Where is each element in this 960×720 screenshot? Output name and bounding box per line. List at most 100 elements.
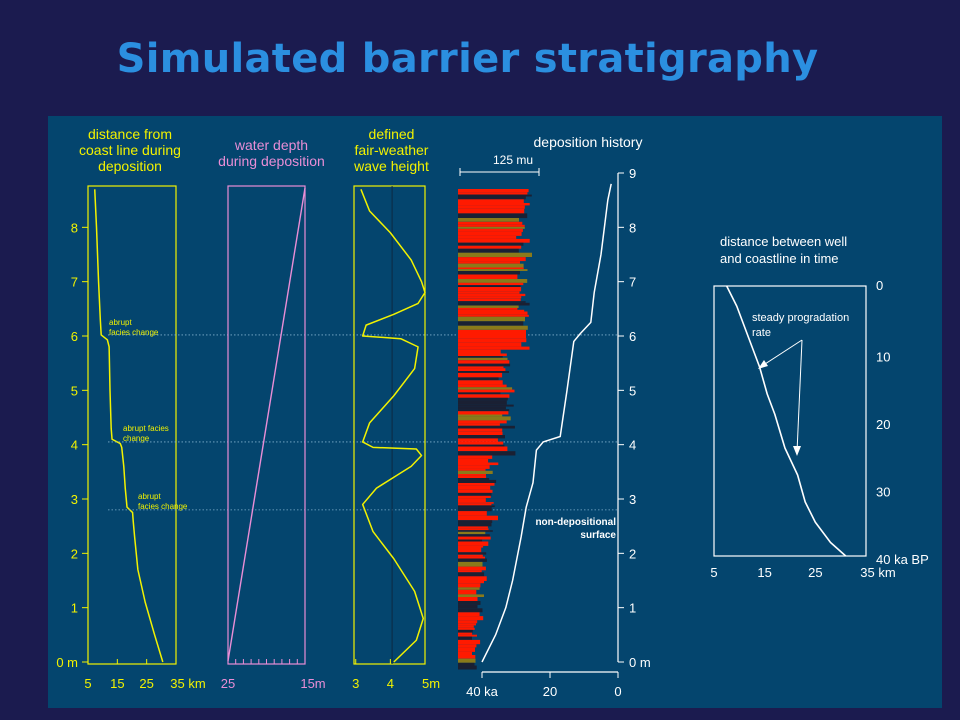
- strata-bar: [458, 587, 480, 590]
- strata-bar: [458, 366, 504, 369]
- strata-bar: [458, 406, 506, 410]
- figure-panel: distance from coast line during deposition…: [48, 116, 942, 708]
- strata-bar: [458, 298, 521, 302]
- strata-bar: [458, 404, 514, 407]
- panel4-xtick-label: 0: [614, 684, 621, 699]
- panel1-annotation-line: change: [123, 434, 150, 443]
- strata-bar: [458, 342, 522, 347]
- panel2-title-line: during deposition: [218, 153, 325, 169]
- strata-bar: [458, 658, 476, 663]
- strata-bar: [458, 444, 505, 447]
- strata-bar: [458, 515, 498, 521]
- panel5-series-line: [725, 285, 847, 557]
- strata-bar: [458, 189, 529, 193]
- panel4-xtick-label: 20: [543, 684, 557, 699]
- strata-bar: [458, 321, 524, 326]
- strata-bar: [458, 507, 492, 512]
- strata-bar: [458, 446, 508, 452]
- strata-bar: [458, 483, 495, 486]
- strata-bar: [458, 583, 481, 588]
- strata-bar: [458, 520, 493, 523]
- strata-bar: [458, 238, 530, 243]
- strata-bar: [458, 296, 522, 299]
- strata-bar: [458, 338, 527, 343]
- strata-bar: [458, 261, 520, 264]
- strata-bar: [458, 644, 477, 648]
- strata-bar: [458, 293, 526, 297]
- strata-bar: [458, 221, 523, 225]
- panel1-title-line: deposition: [98, 158, 162, 174]
- strata-bar: [458, 245, 522, 249]
- strata-bar: [458, 392, 501, 395]
- panel1-xtick-label: 25: [139, 676, 153, 691]
- strata-bar: [458, 389, 515, 393]
- strata-bar: [458, 632, 473, 635]
- strata-bar: [458, 311, 528, 315]
- strata-bar: [458, 441, 504, 445]
- panel5-ytick-label: 10: [876, 350, 890, 365]
- panel3-title-line: wave height: [353, 158, 429, 174]
- strata-bar: [458, 400, 507, 405]
- panel5-xtick-label: 25: [808, 565, 822, 580]
- panel5-ytick-label: 40 ka BP: [876, 552, 929, 567]
- panel1-ytick-label: 5: [71, 383, 78, 398]
- strata-bar: [458, 539, 483, 542]
- strata-bar: [458, 274, 518, 279]
- strata-bar: [458, 554, 483, 557]
- panel3-xtick-label: 4: [387, 676, 394, 691]
- panel1-xtick-label: 5: [84, 676, 91, 691]
- strata-bar: [458, 333, 526, 339]
- panel1-annotation-line: abrupt facies: [123, 424, 169, 433]
- strata-bar: [458, 420, 507, 424]
- panel2-xtick-label: 25: [221, 676, 235, 691]
- panel3-title-line: defined: [369, 126, 415, 142]
- strata-bar: [458, 634, 477, 637]
- strata-bar: [458, 226, 525, 229]
- panel2-xtick-label: 15m: [300, 676, 325, 691]
- panel5-arrowhead: [793, 446, 801, 456]
- panel5-xtick-label: 35 km: [860, 565, 895, 580]
- panel4-strata-log: [458, 189, 532, 670]
- strata-bar: [458, 597, 478, 601]
- strata-bar: [458, 301, 526, 303]
- strata-bar: [458, 309, 525, 312]
- strata-bar: [458, 242, 524, 246]
- strata-bar: [458, 329, 526, 334]
- strata-bar: [458, 629, 473, 633]
- strata-bar: [458, 349, 501, 354]
- strata-bar: [458, 282, 524, 286]
- panel4-annotation-line: non-depositional: [535, 517, 616, 528]
- strata-bar: [458, 428, 503, 432]
- strata-bar: [458, 665, 477, 670]
- strata-bar: [458, 536, 491, 540]
- strata-bar: [458, 547, 482, 553]
- panel4-ytick-label: 3: [629, 492, 636, 507]
- strata-bar: [458, 639, 481, 645]
- strata-bar: [458, 218, 519, 222]
- strata-bar: [458, 623, 476, 626]
- strata-bar: [458, 353, 507, 357]
- panel1-annotation-line: facies change: [138, 502, 188, 511]
- strata-bar: [458, 465, 490, 469]
- strata-bar: [458, 485, 491, 490]
- strata-bar: [458, 360, 510, 364]
- strata-bar: [458, 356, 503, 358]
- panel5-ytick-label: 20: [876, 417, 890, 432]
- strata-bar: [458, 371, 509, 373]
- strata-bar: [458, 235, 517, 239]
- strata-bar: [458, 199, 524, 203]
- panel3-xtick-label: 3: [352, 676, 359, 691]
- strata-bar: [458, 462, 499, 466]
- strata-bar: [458, 346, 530, 350]
- strata-bar: [458, 495, 491, 498]
- panel4-ytick-label: 5: [629, 383, 636, 398]
- strata-bar: [458, 475, 487, 478]
- strata-bar: [458, 470, 493, 474]
- strata-bar: [458, 572, 485, 577]
- strata-bar: [458, 307, 518, 310]
- panel3-title-line: fair-weather: [355, 142, 429, 158]
- strata-bar: [458, 498, 486, 503]
- strata-bar: [458, 357, 508, 361]
- strata-bar: [458, 636, 472, 640]
- panel1-title-line: distance from: [88, 126, 172, 142]
